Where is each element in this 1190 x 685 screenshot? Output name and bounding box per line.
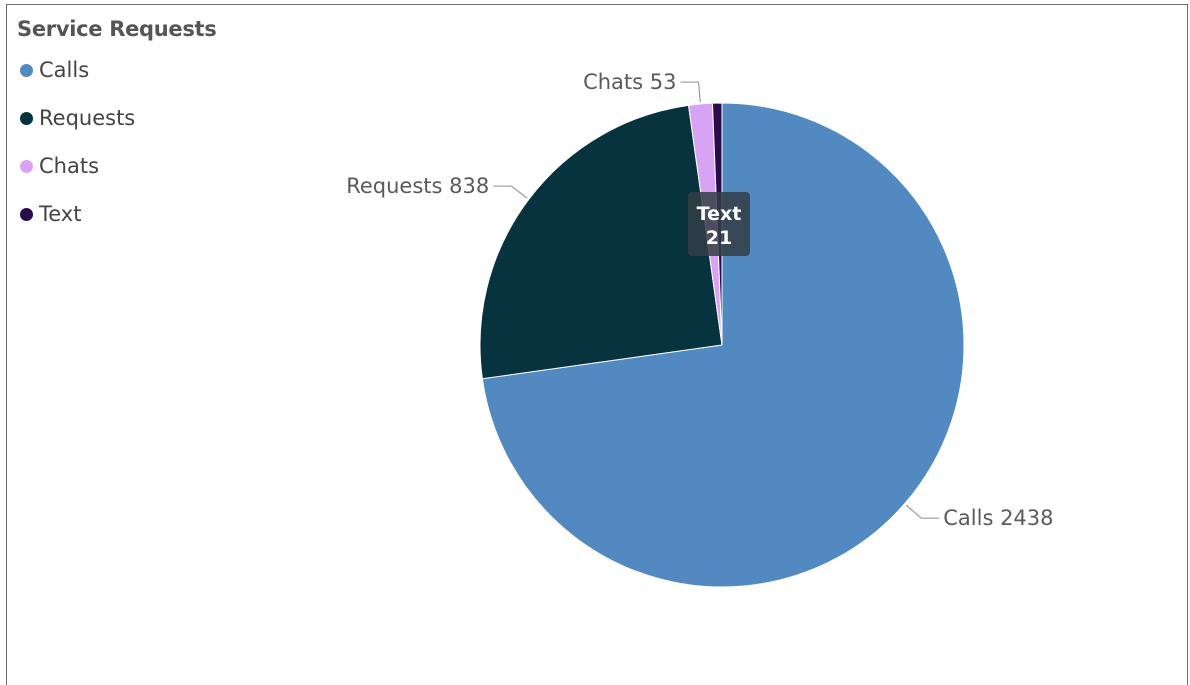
data-label-calls: Calls 2438 bbox=[943, 506, 1053, 530]
tooltip-box bbox=[688, 192, 750, 256]
legend-label-requests: Requests bbox=[39, 106, 136, 130]
legend-item-chats[interactable]: Chats bbox=[20, 154, 135, 178]
legend-swatch-requests bbox=[20, 111, 33, 125]
data-label-requests: Requests 838 bbox=[346, 174, 489, 198]
legend-swatch-chats bbox=[20, 159, 33, 173]
legend-label-text: Text bbox=[39, 202, 82, 226]
data-label-chats: Chats 53 bbox=[583, 70, 676, 94]
pie-slice-requests[interactable] bbox=[479, 104, 723, 380]
leader-line-chats bbox=[680, 81, 701, 103]
chart-title: Service Requests bbox=[17, 17, 217, 41]
legend-label-calls: Calls bbox=[39, 58, 90, 82]
tooltip-label: Text bbox=[697, 203, 742, 225]
legend-swatch-calls bbox=[20, 63, 33, 77]
pie-slice-calls[interactable] bbox=[481, 102, 965, 588]
chart-frame bbox=[6, 4, 1188, 685]
legend-swatch-text bbox=[20, 207, 33, 221]
leader-line-requests bbox=[493, 185, 528, 199]
tooltip-value: 21 bbox=[706, 227, 732, 249]
legend-item-calls[interactable]: Calls bbox=[20, 58, 135, 82]
legend: Calls Requests Chats Text bbox=[20, 58, 135, 250]
legend-label-chats: Chats bbox=[39, 154, 100, 178]
legend-item-text[interactable]: Text bbox=[20, 202, 135, 226]
leader-line-calls bbox=[905, 504, 940, 519]
legend-item-requests[interactable]: Requests bbox=[20, 106, 135, 130]
